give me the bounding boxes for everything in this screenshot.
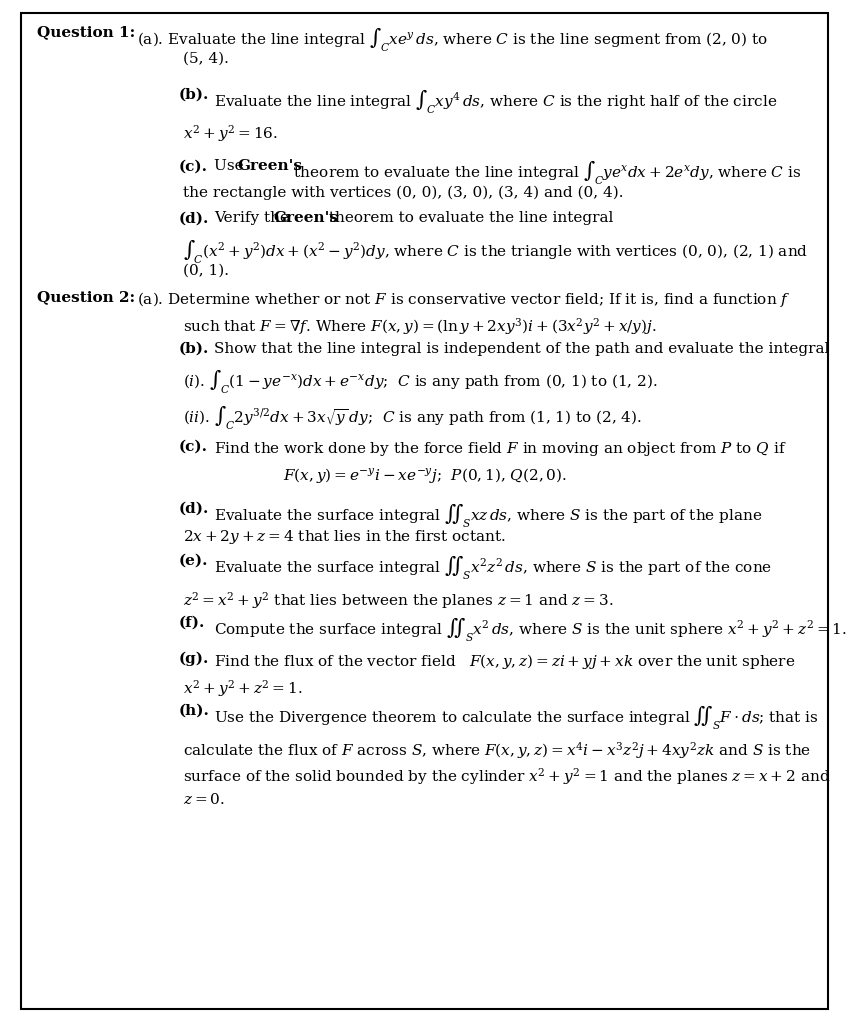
Text: theorem to evaluate the line integral: theorem to evaluate the line integral	[324, 212, 614, 225]
Text: Evaluate the surface integral $\iint_S x^2z^2\,ds$, where $S$ is the part of the: Evaluate the surface integral $\iint_S x…	[214, 554, 773, 583]
Text: $z^2 = x^2 + y^2$ that lies between the planes $z = 1$ and $z = 3$.: $z^2 = x^2 + y^2$ that lies between the …	[183, 590, 613, 610]
Text: (0, 1).: (0, 1).	[183, 263, 228, 278]
Text: such that $F = \nabla f$. Where $F(x, y) = (\ln y + 2xy^3)i + (3x^2y^2 + x/y)j$.: such that $F = \nabla f$. Where $F(x, y)…	[183, 315, 656, 337]
Text: $x^2 + y^2 = 16$.: $x^2 + y^2 = 16$.	[183, 124, 278, 144]
Text: Evaluate the surface integral $\iint_S xz\,ds$, where $S$ is the part of the pla: Evaluate the surface integral $\iint_S x…	[214, 502, 762, 530]
Text: (b).: (b).	[178, 342, 209, 356]
Text: (a). Determine whether or not $F$ is conservative vector field; If it is, find a: (a). Determine whether or not $F$ is con…	[137, 290, 790, 309]
Text: (d).: (d).	[178, 502, 209, 516]
Text: Question 2:: Question 2:	[37, 290, 135, 304]
Text: surface of the solid bounded by the cylinder $x^2 + y^2 = 1$ and the planes $z =: surface of the solid bounded by the cyli…	[183, 766, 829, 786]
Text: Use: Use	[214, 160, 249, 173]
Text: Show that the line integral is independent of the path and evaluate the integral: Show that the line integral is independe…	[214, 342, 829, 356]
Text: Evaluate the line integral $\int_C xy^4\,ds$, where $C$ is the right half of the: Evaluate the line integral $\int_C xy^4\…	[214, 88, 777, 116]
Text: (e).: (e).	[178, 554, 208, 568]
Text: (a). Evaluate the line integral $\int_C xe^y\,ds$, where $C$ is the line segment: (a). Evaluate the line integral $\int_C …	[137, 26, 767, 54]
Text: Find the work done by the force field $F$ in moving an object from $P$ to $Q$ if: Find the work done by the force field $F…	[214, 439, 786, 458]
Text: (5, 4).: (5, 4).	[183, 51, 228, 66]
Text: the rectangle with vertices (0, 0), (3, 0), (3, 4) and (0, 4).: the rectangle with vertices (0, 0), (3, …	[183, 185, 623, 200]
Text: (b).: (b).	[178, 88, 209, 101]
Text: (h).: (h).	[178, 705, 209, 718]
Text: Question 1:: Question 1:	[37, 26, 135, 40]
Text: $F(x, y) = e^{-y}i - xe^{-y}j$;  $P(0, 1)$, $Q(2, 0)$.: $F(x, y) = e^{-y}i - xe^{-y}j$; $P(0, 1)…	[283, 466, 566, 485]
Text: $\int_C (x^2+y^2)dx+(x^2-y^2)dy$, where $C$ is the triangle with vertices (0, 0): $\int_C (x^2+y^2)dx+(x^2-y^2)dy$, where …	[183, 238, 807, 266]
Text: $(i)$. $\int_C (1-ye^{-x})dx + e^{-x}dy$;  $C$ is any path from (0, 1) to (1, 2): $(i)$. $\int_C (1-ye^{-x})dx + e^{-x}dy$…	[183, 368, 657, 396]
Text: Green's: Green's	[238, 160, 303, 173]
Text: Find the flux of the vector field   $F(x, y, z) = zi + yj + xk$ over the unit sp: Find the flux of the vector field $F(x, …	[214, 651, 796, 671]
Text: $2x + 2y + z = 4$ that lies in the first octant.: $2x + 2y + z = 4$ that lies in the first…	[183, 527, 505, 546]
Text: Compute the surface integral $\iint_S x^2\,ds$, where $S$ is the unit sphere $x^: Compute the surface integral $\iint_S x^…	[214, 615, 846, 644]
Text: Verify the: Verify the	[214, 212, 294, 225]
Text: $(ii)$. $\int_C 2y^{3/2}dx + 3x\sqrt{y}\,dy$;  $C$ is any path from (1, 1) to (2: $(ii)$. $\int_C 2y^{3/2}dx + 3x\sqrt{y}\…	[183, 403, 642, 432]
Text: (g).: (g).	[178, 651, 209, 667]
Text: calculate the flux of $F$ across $S$, where $F(x, y, z) = x^4i - x^3z^2j + 4xy^2: calculate the flux of $F$ across $S$, wh…	[183, 739, 811, 761]
Text: (c).: (c).	[178, 160, 207, 173]
Text: Green's: Green's	[273, 212, 339, 225]
Text: (c).: (c).	[178, 439, 207, 454]
Text: $z = 0$.: $z = 0$.	[183, 793, 224, 807]
Text: $x^2 + y^2 + z^2 = 1$.: $x^2 + y^2 + z^2 = 1$.	[183, 678, 302, 698]
Text: theorem to evaluate the line integral $\int_C ye^x dx + 2e^x dy$, where $C$ is: theorem to evaluate the line integral $\…	[289, 160, 801, 187]
Text: (f).: (f).	[178, 615, 205, 630]
Text: (d).: (d).	[178, 212, 209, 225]
Text: Use the Divergence theorem to calculate the surface integral $\iint_S F \cdot ds: Use the Divergence theorem to calculate …	[214, 705, 818, 732]
